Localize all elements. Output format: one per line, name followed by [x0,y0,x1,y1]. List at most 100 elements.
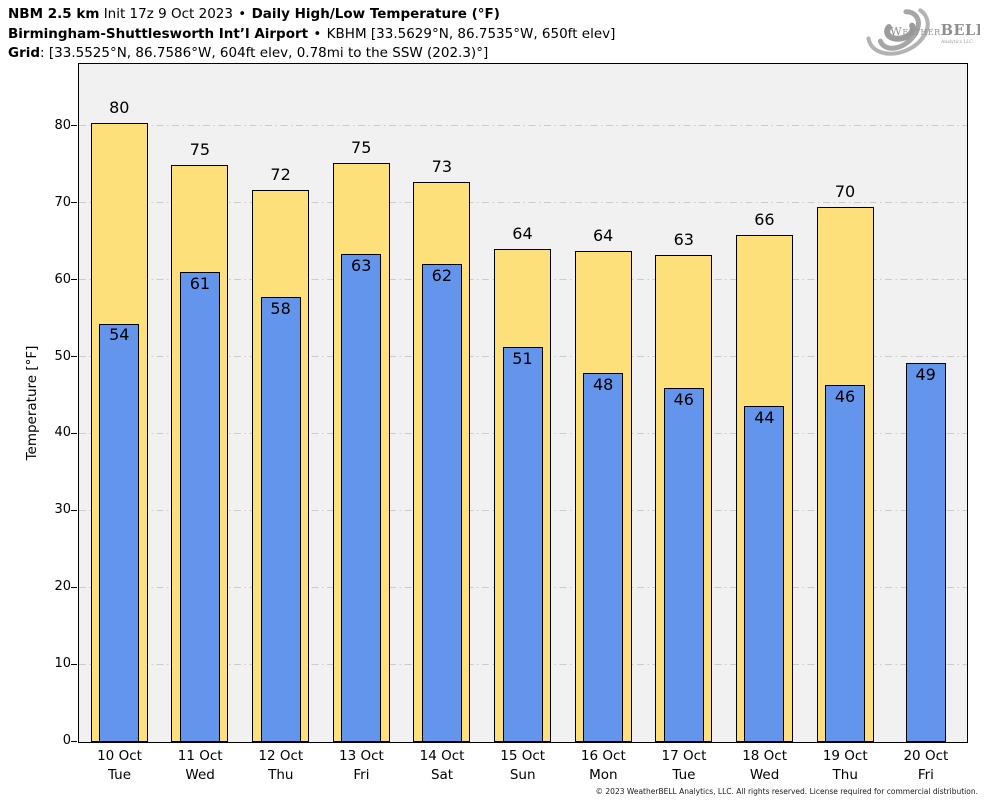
gridline [79,125,967,127]
x-tick-day: Tue [107,767,132,783]
low-value-label: 51 [512,349,533,369]
x-tick-day: Thu [832,767,858,783]
low-value-label: 62 [431,266,453,286]
x-tick-day: Mon [589,767,618,783]
model-name: NBM 2.5 km [8,6,100,22]
x-tick-day: Tue [672,767,696,783]
x-tick-date: 19 Oct [822,748,868,764]
x-tick-label: 10 Oct Tue [79,747,160,785]
x-tick-date: 18 Oct [742,748,787,764]
low-value-label: 48 [592,374,614,394]
x-tick-date: 20 Oct [903,748,949,764]
x-tick-date: 11 Oct [177,748,223,764]
chart-header: NBM 2.5 km Init 17z 9 Oct 2023 • Daily H… [8,5,615,64]
plot-area: 80 54 75 61 72 58 75 63 73 62 64 51 64 48 63 46 66 44 70 46… [78,63,968,743]
product-name: Daily High/Low Temperature (°F) [251,6,500,22]
x-tick-label: 17 Oct Tue [644,747,725,785]
y-tick-label: 70 [54,194,71,210]
low-value-label: 46 [673,390,694,410]
x-tick-day: Sun [509,767,536,783]
x-tick-date: 12 Oct [258,748,304,764]
low-bar [905,362,946,742]
low-value-label: 46 [834,387,856,407]
logo-subtext: Analytics LLC [940,39,973,45]
x-tick-label: 18 Oct Wed [724,747,805,785]
y-tick-label: 50 [54,348,71,364]
hurricane-swirl-icon: WeatherBELL Analytics LLC [866,4,984,56]
high-value-label: 80 [109,98,130,118]
y-tick-label: 20 [54,579,71,595]
x-tick-label: 12 Oct Thu [240,747,321,785]
x-tick-label: 19 Oct Thu [805,747,886,785]
station-name: Birmingham-Shuttlesworth Int’l Airport [8,25,309,42]
x-tick-label: 13 Oct Fri [321,747,402,785]
station-details: KBHM [33.5629°N, 86.7535°W, 650ft elev] [326,25,616,42]
low-bar [663,388,704,742]
x-tick-label: 20 Oct Fri [886,747,967,785]
station-line: Birmingham-Shuttlesworth Int’l Airport •… [8,25,615,45]
low-bar [583,372,624,742]
y-tick-label: 40 [54,425,71,441]
high-value-label: 70 [834,181,856,201]
y-tick-label: 30 [54,502,71,518]
x-tick-label: 16 Oct Mon [563,747,644,785]
weatherbell-logo: WeatherBELL Analytics LLC [858,2,984,59]
low-value-label: 63 [351,256,372,276]
x-tick-day: Thu [268,767,294,783]
y-tick-mark [71,663,77,665]
low-bar [179,271,220,742]
y-tick-label: 0 [62,733,71,749]
x-tick-day: Fri [353,767,370,783]
low-value-label: 58 [270,299,291,319]
low-value-label: 54 [109,325,130,345]
x-tick-label: 15 Oct Sun [482,747,563,785]
low-value-label: 61 [189,273,211,293]
separator-bullet: • [313,25,322,42]
high-value-label: 64 [512,223,533,243]
high-value-label: 75 [189,140,211,160]
high-value-label: 75 [351,137,372,157]
x-tick-date: 15 Oct [500,748,546,764]
x-tick-date: 10 Oct [97,748,142,764]
separator-bullet: • [238,6,247,22]
high-value-label: 72 [270,164,291,184]
low-bar [99,323,140,742]
x-tick-label: 14 Oct Sat [402,747,483,785]
gridline [79,201,967,203]
y-tick-mark [71,278,77,281]
grid-label: Grid [8,45,41,61]
y-tick-mark [71,509,77,512]
low-bar [502,347,543,742]
logo-text: WeatherBELL [890,22,980,39]
x-tick-day: Wed [185,767,215,783]
high-value-label: 66 [754,210,775,230]
y-tick-mark [71,432,77,435]
high-value-label: 64 [592,226,614,246]
y-tick-label: 80 [54,117,71,133]
x-tick-date: 13 Oct [339,748,384,764]
y-tick-mark [71,125,77,127]
x-tick-day: Sat [430,767,454,783]
low-bar [341,254,382,742]
x-tick-day: Wed [749,767,780,783]
x-tick-date: 16 Oct [580,748,626,764]
low-bar [260,297,301,742]
low-bar [744,405,785,742]
y-tick-label: 10 [54,656,71,672]
grid-line: Grid: [33.5525°N, 86.7586°W, 604ft elev,… [8,44,615,64]
y-tick-mark [71,740,77,742]
high-value-label: 63 [673,230,694,250]
y-tick-mark [71,202,77,204]
x-tick-label: 11 Oct Wed [160,747,241,785]
y-tick-mark [71,355,77,358]
x-tick-date: 17 Oct [661,748,707,764]
y-tick-label: 60 [54,271,71,287]
init-time: Init 17z 9 Oct 2023 [103,6,233,22]
copyright-footer: © 2023 WeatherBELL Analytics, LLC. All r… [595,787,978,796]
y-tick-mark [71,586,77,588]
x-tick-day: Fri [917,767,934,783]
x-tick-date: 14 Oct [419,748,465,764]
low-value-label: 49 [915,364,936,384]
title-line: NBM 2.5 km Init 17z 9 Oct 2023 • Daily H… [8,5,615,25]
